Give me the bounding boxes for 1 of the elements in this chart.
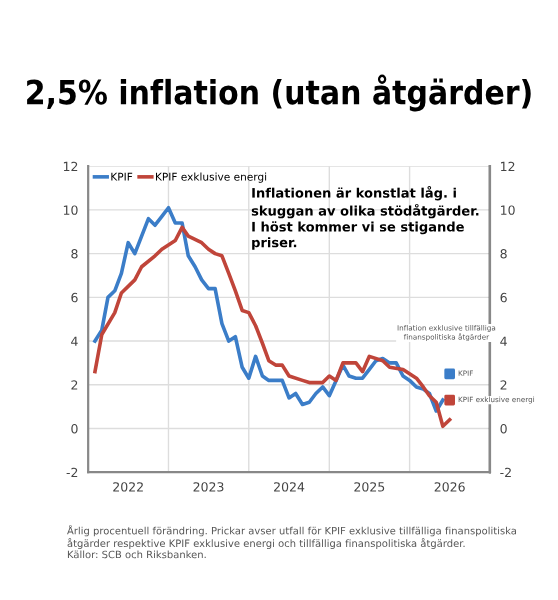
chart-title: 2,5% inflation (utan åtgärder)	[27, 74, 531, 112]
